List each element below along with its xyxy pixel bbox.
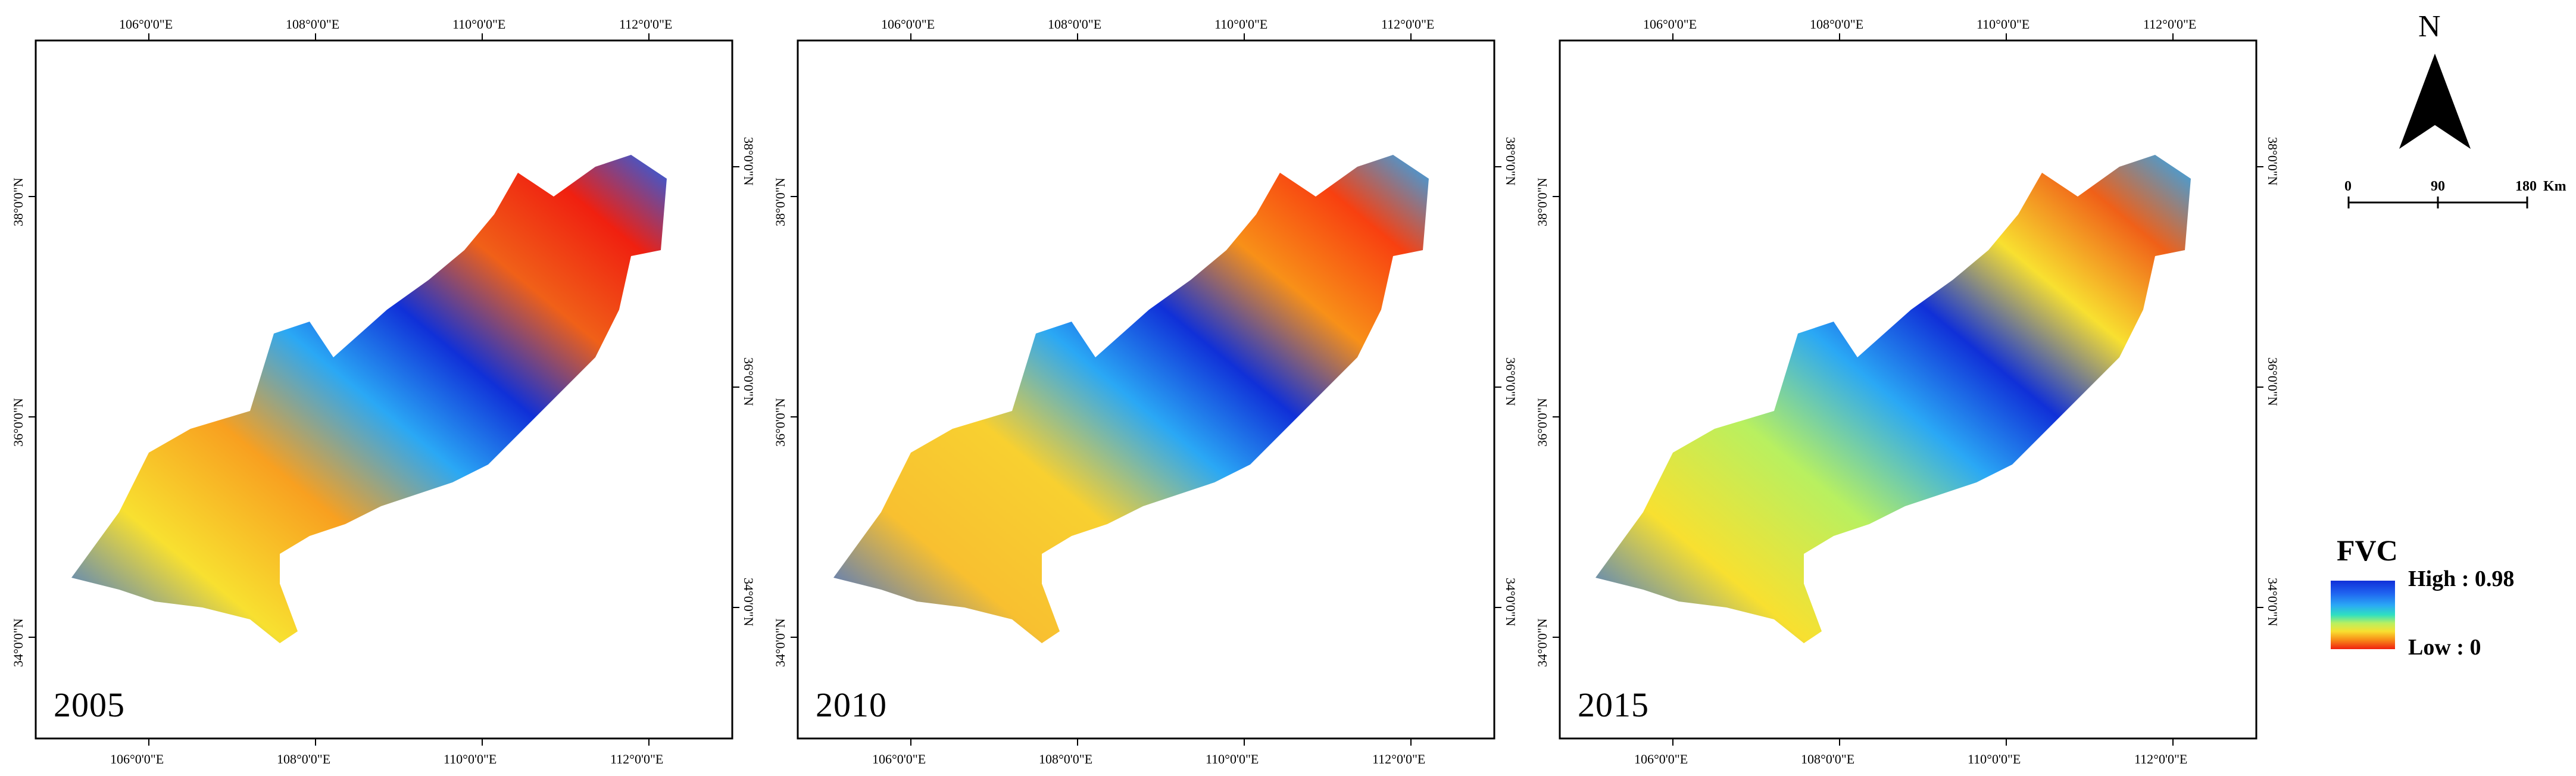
map-frame: 106°0'0"E 108°0'0"E 110°0'0"E 112°0'0"E … — [773, 17, 1518, 766]
left-tick-labels: 38°0'0"N 36°0'0"N 34°0'0"N — [1535, 177, 1550, 667]
map-frame: 106°0'0"E 108°0'0"E 110°0'0"E 112°0'0"E … — [1535, 17, 2280, 766]
map-panel-2015: 106°0'0"E 108°0'0"E 110°0'0"E 112°0'0"E … — [1524, 0, 2292, 776]
map-frame: 106°0'0"E 108°0'0"E 110°0'0"E 112°0'0"E … — [11, 17, 756, 766]
year-label: 2010 — [816, 685, 887, 724]
bottom-tick-2: 108°0'0"E — [1801, 752, 1854, 766]
bottom-tick-1: 106°0'0"E — [872, 752, 926, 766]
scale-label-0: 0 — [2344, 179, 2352, 194]
right-tick-labels: 38°0'0"N 36°0'0"N 34°0'0"N — [2265, 137, 2280, 627]
top-tick-1: 106°0'0"E — [881, 17, 935, 32]
left-tick-1: 38°0'0"N — [773, 177, 788, 226]
left-tick-2: 36°0'0"N — [1535, 398, 1550, 447]
right-tick-2: 36°0'0"N — [741, 357, 756, 406]
left-tick-3: 34°0'0"N — [773, 618, 788, 667]
left-tick-labels: 38°0'0"N 36°0'0"N 34°0'0"N — [11, 177, 26, 667]
region-fvc-raster — [1595, 155, 2191, 643]
right-tick-1: 38°0'0"N — [1503, 137, 1518, 186]
left-tick-2: 36°0'0"N — [11, 398, 26, 447]
bottom-tick-4: 112°0'0"E — [2134, 752, 2187, 766]
scale-label-90: 90 — [2431, 179, 2445, 194]
top-tick-1: 106°0'0"E — [1643, 17, 1697, 32]
right-tick-3: 34°0'0"N — [741, 578, 756, 627]
scale-bar — [2347, 197, 2528, 208]
bottom-tick-4: 112°0'0"E — [1372, 752, 1425, 766]
right-tick-labels: 38°0'0"N 36°0'0"N 34°0'0"N — [1503, 137, 1518, 627]
top-tick-labels: 106°0'0"E 108°0'0"E 110°0'0"E 112°0'0"E — [119, 17, 672, 32]
top-tick-4: 112°0'0"E — [619, 17, 672, 32]
right-tick-2: 36°0'0"N — [1503, 357, 1518, 406]
bottom-tick-1: 106°0'0"E — [110, 752, 164, 766]
left-tick-2: 36°0'0"N — [773, 398, 788, 447]
right-tick-1: 38°0'0"N — [2265, 137, 2280, 186]
left-tick-3: 34°0'0"N — [11, 618, 26, 667]
bottom-tick-3: 110°0'0"E — [444, 752, 497, 766]
bottom-tick-2: 108°0'0"E — [277, 752, 330, 766]
region-fvc-raster — [833, 155, 1429, 643]
region-fvc-raster — [71, 155, 667, 643]
right-tick-1: 38°0'0"N — [741, 137, 756, 186]
map-panel-2005: 106°0'0"E 108°0'0"E 110°0'0"E 112°0'0"E … — [0, 0, 768, 776]
legend-low-label: Low : 0 — [2408, 635, 2481, 660]
left-tick-3: 34°0'0"N — [1535, 618, 1550, 667]
year-label: 2005 — [54, 685, 125, 724]
bottom-tick-3: 110°0'0"E — [1968, 752, 2021, 766]
bottom-tick-labels: 106°0'0"E 108°0'0"E 110°0'0"E 112°0'0"E — [110, 752, 663, 766]
map-panel-2010: 106°0'0"E 108°0'0"E 110°0'0"E 112°0'0"E … — [762, 0, 1530, 776]
top-tick-2: 108°0'0"E — [286, 17, 339, 32]
north-label: N — [2418, 10, 2441, 43]
bottom-tick-4: 112°0'0"E — [610, 752, 663, 766]
top-tick-1: 106°0'0"E — [119, 17, 173, 32]
top-tick-3: 110°0'0"E — [452, 17, 505, 32]
right-tick-3: 34°0'0"N — [2265, 578, 2280, 627]
bottom-tick-2: 108°0'0"E — [1039, 752, 1092, 766]
right-tick-2: 36°0'0"N — [2265, 357, 2280, 406]
north-arrow-icon — [2399, 54, 2471, 149]
scale-label-180: 180 — [2515, 179, 2537, 194]
bottom-tick-labels: 106°0'0"E 108°0'0"E 110°0'0"E 112°0'0"E — [872, 752, 1425, 766]
left-tick-labels: 38°0'0"N 36°0'0"N 34°0'0"N — [773, 177, 788, 667]
legend-color-ramp — [2331, 581, 2395, 649]
top-tick-3: 110°0'0"E — [1977, 17, 2029, 32]
top-tick-2: 108°0'0"E — [1048, 17, 1101, 32]
right-tick-labels: 38°0'0"N 36°0'0"N 34°0'0"N — [741, 137, 756, 627]
bottom-tick-1: 106°0'0"E — [1634, 752, 1688, 766]
left-tick-1: 38°0'0"N — [11, 177, 26, 226]
bottom-tick-3: 110°0'0"E — [1206, 752, 1259, 766]
top-tick-2: 108°0'0"E — [1810, 17, 1863, 32]
right-tick-3: 34°0'0"N — [1503, 578, 1518, 627]
scale-unit: Km — [2543, 179, 2566, 194]
legend-high-label: High : 0.98 — [2408, 566, 2515, 591]
top-tick-labels: 106°0'0"E 108°0'0"E 110°0'0"E 112°0'0"E — [1643, 17, 2196, 32]
top-tick-4: 112°0'0"E — [2143, 17, 2196, 32]
left-tick-1: 38°0'0"N — [1535, 177, 1550, 226]
top-tick-labels: 106°0'0"E 108°0'0"E 110°0'0"E 112°0'0"E — [881, 17, 1434, 32]
top-tick-3: 110°0'0"E — [1214, 17, 1267, 32]
top-tick-4: 112°0'0"E — [1381, 17, 1434, 32]
bottom-tick-labels: 106°0'0"E 108°0'0"E 110°0'0"E 112°0'0"E — [1634, 752, 2187, 766]
legend-title: FVC — [2337, 534, 2398, 567]
year-label: 2015 — [1578, 685, 1649, 724]
